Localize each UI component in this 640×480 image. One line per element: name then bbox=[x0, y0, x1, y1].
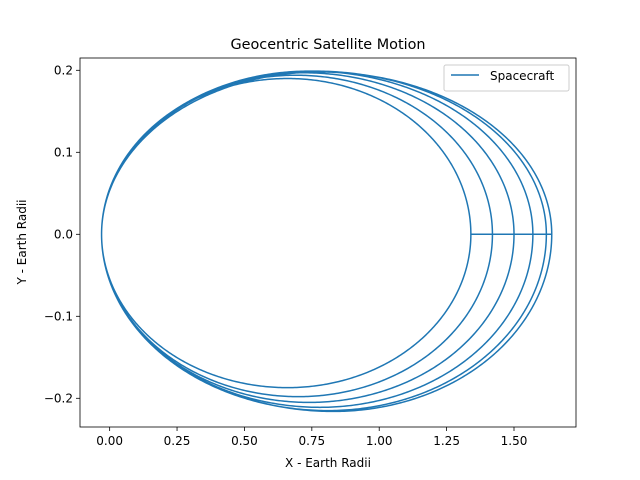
series-layer bbox=[100, 70, 553, 413]
y-tick-label: −0.1 bbox=[44, 309, 73, 323]
x-axis-label: X - Earth Radii bbox=[285, 456, 371, 470]
x-tick-label: 1.25 bbox=[433, 434, 460, 448]
legend: Spacecraft bbox=[443, 64, 570, 92]
legend-label: Spacecraft bbox=[490, 69, 554, 83]
axes-border bbox=[79, 57, 577, 428]
y-tick-label: −0.2 bbox=[44, 391, 73, 405]
x-tick-label: 0.25 bbox=[164, 434, 191, 448]
y-tick-label: 0.2 bbox=[54, 63, 73, 77]
y-tick-label: 0.1 bbox=[54, 145, 73, 159]
y-tick-label: 0.0 bbox=[54, 227, 73, 241]
x-tick-label: 0.75 bbox=[298, 434, 325, 448]
x-axis-ticks: 0.00 0.25 0.50 0.75 1.00 1.25 1.50 bbox=[96, 427, 527, 448]
x-tick-label: 1.50 bbox=[501, 434, 528, 448]
axes-frame bbox=[79, 57, 577, 428]
plot-area bbox=[80, 58, 576, 427]
x-tick-label: 1.00 bbox=[366, 434, 393, 448]
legend-box bbox=[443, 64, 570, 92]
x-tick-label: 0.50 bbox=[231, 434, 258, 448]
chart-title: Geocentric Satellite Motion bbox=[230, 37, 425, 53]
y-axis-label: Y - Earth Radii bbox=[15, 200, 29, 286]
x-tick-label: 0.00 bbox=[96, 434, 123, 448]
spacecraft-trajectory-line bbox=[100, 70, 553, 413]
y-axis-ticks: −0.2 −0.1 0.0 0.1 0.2 bbox=[44, 63, 80, 405]
